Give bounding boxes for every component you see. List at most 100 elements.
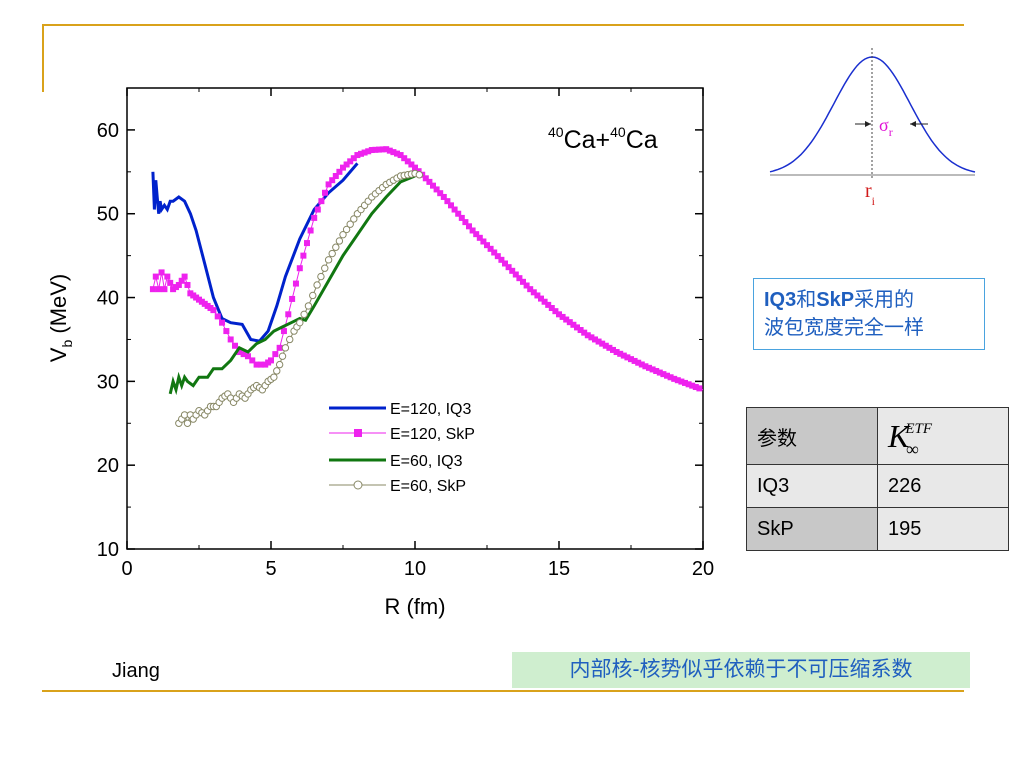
y-axis-label-sub: b bbox=[59, 340, 75, 348]
marker-e-60-skp bbox=[273, 367, 281, 375]
marker-e-120-skp bbox=[444, 198, 451, 205]
marker-e-60-skp bbox=[286, 335, 294, 344]
marker-e-120-skp bbox=[527, 286, 534, 293]
marker-e-120-skp bbox=[588, 334, 595, 341]
marker-e-120-skp bbox=[671, 375, 678, 382]
marker-e-120-skp bbox=[592, 336, 598, 343]
marker-e-120-skp bbox=[466, 223, 472, 230]
series-line-e-120-iq3 bbox=[151, 162, 359, 343]
inset-arrowhead-right bbox=[910, 121, 916, 127]
marker-e-120-skp bbox=[685, 381, 692, 388]
marker-e-120-skp bbox=[638, 361, 645, 368]
marker-e-120-skp bbox=[653, 367, 660, 374]
marker-e-120-skp bbox=[394, 150, 400, 157]
marker-e-60-skp bbox=[332, 243, 340, 251]
marker-e-120-skp bbox=[451, 206, 458, 213]
marker-e-120-skp bbox=[383, 146, 390, 153]
marker-e-120-skp bbox=[545, 301, 552, 308]
marker-e-120-skp bbox=[512, 271, 519, 278]
marker-e-60-skp bbox=[270, 373, 278, 381]
marker-e-120-skp bbox=[433, 186, 440, 193]
marker-e-120-skp bbox=[368, 147, 375, 154]
inset-sigma-sub: r bbox=[889, 125, 893, 139]
marker-e-120-skp bbox=[570, 321, 577, 328]
marker-e-120-skp bbox=[343, 161, 350, 168]
marker-e-120-skp bbox=[332, 173, 339, 180]
marker-e-120-skp bbox=[181, 273, 188, 280]
marker-e-120-skp bbox=[397, 152, 404, 159]
marker-e-120-skp bbox=[584, 332, 591, 339]
table-cell-name: SkP bbox=[746, 507, 878, 551]
marker-e-120-skp bbox=[426, 178, 433, 185]
ca-mass-2: 40 bbox=[610, 124, 626, 140]
marker-e-120-skp bbox=[354, 152, 361, 159]
marker-e-120-skp bbox=[408, 161, 415, 168]
left-accent-rule bbox=[42, 24, 44, 92]
marker-e-60-skp bbox=[296, 318, 304, 327]
table-header-k: KETF∞ bbox=[877, 407, 1009, 465]
marker-e-120-skp bbox=[437, 190, 444, 197]
y-tick-label: 20 bbox=[97, 455, 119, 477]
marker-e-120-skp bbox=[347, 158, 354, 165]
note-iq3: IQ3 bbox=[764, 289, 797, 311]
marker-e-120-skp bbox=[365, 148, 372, 155]
marker-e-120-skp bbox=[322, 189, 328, 196]
marker-e-120-skp bbox=[516, 275, 523, 282]
inset-gaussian-curve bbox=[769, 56, 976, 173]
marker-e-120-skp bbox=[480, 238, 487, 245]
conclusion-banner: 内部核-核势似乎依赖于不可压缩系数 bbox=[512, 652, 970, 688]
marker-e-120-skp bbox=[240, 351, 247, 358]
k-symbol: K bbox=[888, 417, 910, 454]
inset-r: r bbox=[865, 180, 872, 202]
reaction-annotation: 40Ca+40Ca bbox=[548, 124, 658, 154]
series-layer bbox=[149, 146, 704, 427]
series-line-e-60-iq3 bbox=[168, 174, 416, 396]
marker-e-120-skp bbox=[314, 206, 321, 213]
marker-e-120-skp bbox=[520, 278, 526, 285]
marker-e-120-skp bbox=[574, 324, 580, 331]
marker-e-120-skp bbox=[538, 295, 544, 302]
ca-mass-1: 40 bbox=[548, 124, 564, 140]
marker-e-60-skp bbox=[335, 237, 344, 245]
marker-e-60-skp bbox=[300, 310, 308, 319]
marker-e-120-skp bbox=[448, 202, 454, 209]
marker-e-120-skp bbox=[350, 155, 357, 162]
marker-e-120-skp bbox=[175, 281, 182, 288]
marker-e-120-skp bbox=[530, 289, 537, 296]
marker-e-120-skp bbox=[158, 269, 165, 276]
legend-label-e60-skp: E=60, SkP bbox=[390, 478, 466, 495]
marker-e-120-skp bbox=[404, 158, 411, 165]
marker-e-120-skp bbox=[257, 361, 264, 368]
marker-e-120-skp bbox=[336, 168, 343, 175]
author-name: Jiang bbox=[112, 660, 160, 682]
marker-e-120-skp bbox=[674, 377, 681, 384]
marker-e-120-skp bbox=[678, 378, 685, 385]
marker-e-60-skp bbox=[321, 264, 329, 272]
marker-e-120-skp bbox=[268, 357, 274, 364]
marker-e-120-skp bbox=[422, 175, 429, 182]
table-header-row: 参数 KETF∞ bbox=[746, 407, 1009, 465]
inset-sigma: σ bbox=[879, 115, 889, 135]
note-and: 和 bbox=[796, 289, 817, 311]
marker-e-120-skp bbox=[184, 281, 191, 288]
marker-e-120-skp bbox=[325, 181, 332, 188]
marker-e-120-skp bbox=[210, 307, 217, 314]
marker-e-120-skp bbox=[214, 313, 221, 320]
marker-e-60-skp bbox=[313, 281, 321, 289]
y-tick-label: 30 bbox=[97, 371, 119, 393]
marker-e-120-skp bbox=[458, 214, 465, 221]
parameter-table: 参数 KETF∞ IQ3 226 SkP 195 bbox=[746, 407, 1009, 551]
marker-e-120-skp bbox=[505, 264, 512, 271]
marker-e-120-skp bbox=[613, 349, 620, 356]
wavepacket-note: IQ3和SkP采用的 波包宽度完全一样 bbox=[753, 278, 985, 350]
y-tick-label: 60 bbox=[97, 120, 119, 142]
marker-e-60-skp bbox=[350, 215, 358, 223]
y-tick-label: 10 bbox=[97, 539, 119, 561]
k-superscript: ETF bbox=[905, 420, 933, 437]
marker-e-120-skp bbox=[610, 346, 616, 353]
x-axis-label: R (fm) bbox=[384, 594, 445, 619]
marker-e-120-skp bbox=[469, 227, 476, 234]
marker-e-120-skp bbox=[232, 342, 238, 349]
marker-e-60-skp bbox=[346, 220, 354, 228]
top-accent-rule bbox=[42, 24, 964, 26]
